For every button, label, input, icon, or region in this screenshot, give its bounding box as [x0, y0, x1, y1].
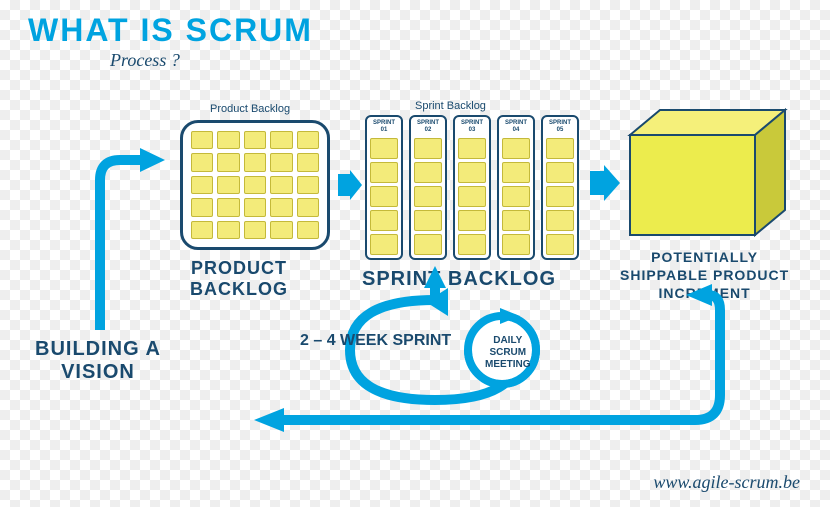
- sprint-backlog-card: SPRINT 01 SPRINT 02 SPRINT 03 SPRINT 04 …: [365, 115, 579, 260]
- sprint-strip: SPRINT 04: [497, 115, 535, 260]
- sprint-backlog-small-label: Sprint Backlog: [415, 100, 486, 112]
- product-backlog-card: [180, 120, 330, 250]
- arrow-pb-to-sb: [338, 170, 362, 205]
- footer-url: www.agile-scrum.be: [653, 472, 800, 493]
- daily-scrum-label: DAILY SCRUM MEETING: [485, 335, 531, 371]
- sprint-strip: SPRINT 01: [365, 115, 403, 260]
- page-subtitle: Process ?: [110, 50, 180, 71]
- sprint-duration-label: 2 – 4 WEEK SPRINT: [300, 332, 451, 350]
- page-title: WHAT IS SCRUM: [28, 12, 313, 49]
- product-backlog-small-label: Product Backlog: [210, 103, 290, 115]
- sprint-strip: SPRINT 03: [453, 115, 491, 260]
- arrow-sb-to-increment: [590, 165, 620, 206]
- increment-box: [625, 105, 795, 240]
- vision-arrow: [80, 140, 170, 345]
- vision-label: BUILDING A VISION: [35, 338, 161, 384]
- sprint-strip: SPRINT 02: [409, 115, 447, 260]
- sprint-strip: SPRINT 05: [541, 115, 579, 260]
